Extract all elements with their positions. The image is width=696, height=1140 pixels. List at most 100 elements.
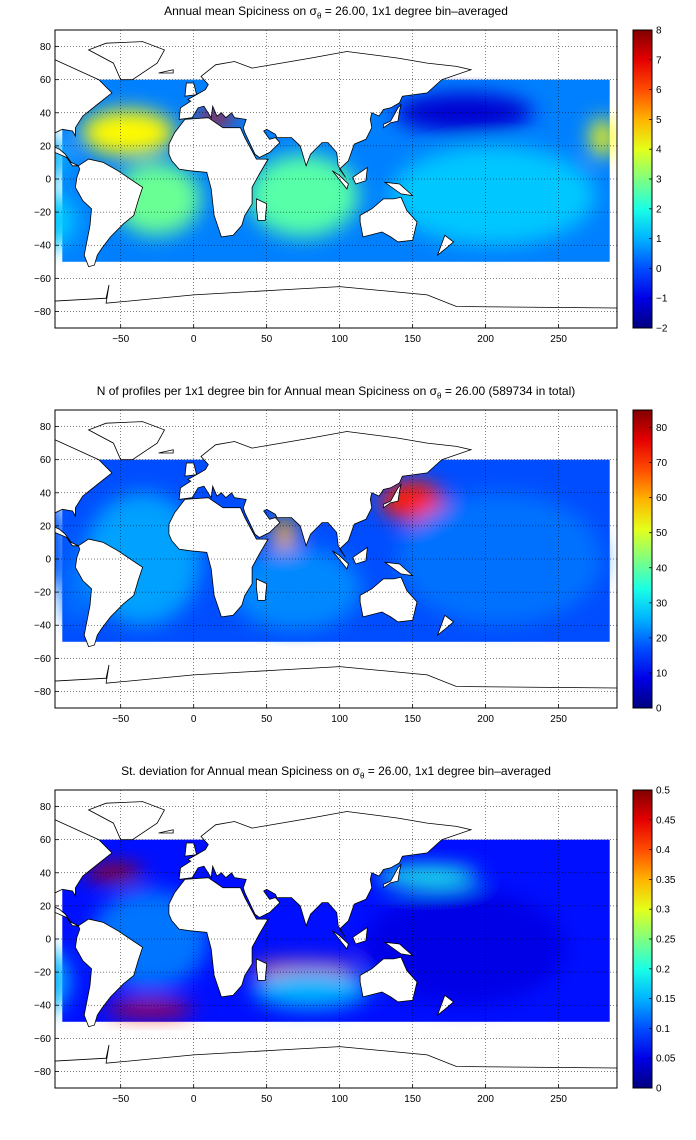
coastlines [55,41,617,328]
colorbar-tick-label: 0.35 [656,875,676,886]
colorbar-tick-label: 0 [656,704,662,715]
y-tick-label: −80 [34,687,51,698]
colorbar-tick-label: 50 [656,528,668,539]
x-tick-label: 200 [477,1094,494,1105]
land-mass [178,431,473,558]
y-tick-label: −40 [34,241,51,252]
land-mass [55,819,113,927]
land-mass [184,82,198,97]
y-tick-label: −80 [34,307,51,318]
y-tick-label: 80 [40,802,52,813]
x-tick-label: 250 [550,334,567,345]
x-tick-label: 100 [331,334,348,345]
y-tick-label: −20 [34,208,51,219]
colorbar-tick-label: 0.4 [656,845,670,856]
land-mass [359,956,418,1003]
colorbar-tick-label: 0.45 [656,815,676,826]
value-region [55,193,77,248]
land-mass [383,561,414,577]
value-region [590,117,615,158]
panel-title: St. deviation for Annual mean Spiciness … [121,764,551,781]
y-tick-label: 20 [40,521,52,532]
colorbar-tick-label: 60 [656,493,668,504]
land-mass [255,578,268,601]
land-mass [383,863,402,889]
x-tick-label: 0 [191,1094,197,1105]
colorbar-tick-label: 0.5 [656,786,670,797]
land-mass [255,958,268,981]
land-mass [55,59,113,167]
y-tick-label: −80 [34,1067,51,1078]
std-deviation-heatmap: −50 0 50 100 150 200 250806040200−20−40−60−800… [34,786,676,1106]
x-tick-label: 200 [477,714,494,725]
colorbar-tick-label: 0 [656,264,662,275]
colorbar-tick-label: 6 [656,85,662,96]
colorbar-tick-label: 1 [656,234,662,245]
colorbar-tick-label: 0.3 [656,905,670,916]
profile-count-panel: N of profiles per 1x1 degree bin for Ann… [0,380,696,760]
colorbar-tick-label: 80 [656,423,668,434]
value-region [113,162,201,236]
land-mass [352,166,368,185]
colorbar-tick-label: 0.15 [656,994,676,1005]
land-mass [184,462,198,477]
x-tick-label: 150 [404,714,421,725]
spiciness-heatmap: −50 0 50 100 150 200 250806040200−20−40−60−808… [34,26,668,346]
y-tick-label: 60 [40,835,52,846]
land-mass [158,449,174,454]
value-region [106,1001,194,1016]
colorbar-tick-label: −1 [656,294,668,305]
x-tick-label: 150 [404,334,421,345]
value-region [376,866,479,887]
x-tick-label: −50 [112,334,129,345]
land-mass [383,941,414,957]
land-mass [383,483,402,509]
y-tick-label: −40 [34,1001,51,1012]
y-tick-label: −20 [34,588,51,599]
land-mass [55,1044,617,1088]
colorbar-tick-label: 4 [656,145,662,156]
x-tick-label: 50 [261,1094,273,1105]
land-mass [383,103,402,129]
colorbar-tick-label: −2 [656,324,668,335]
y-tick-label: −40 [34,621,51,632]
y-tick-label: −60 [34,654,51,665]
x-tick-label: 50 [261,334,273,345]
y-tick-label: 20 [40,141,52,152]
colorbar-tick-label: 3 [656,175,662,186]
grid [55,790,617,1088]
colorbar-tick-label: 0.1 [656,1024,670,1035]
land-mass [332,550,349,570]
colorbar-tick-label: 0.05 [656,1054,676,1065]
land-mass [359,196,418,243]
land-mass [55,439,113,547]
y-tick-label: 40 [40,488,52,499]
land-mass [178,811,473,938]
value-region [247,154,359,237]
land-mass [332,170,349,190]
colorbar [632,409,653,709]
y-tick-label: 40 [40,868,52,879]
profile-count-heatmap: −50 0 50 100 150 200 250806040200−20−40−60−808… [34,409,668,725]
x-tick-label: 100 [331,714,348,725]
value-region [55,502,70,583]
y-tick-label: 0 [45,555,51,566]
colorbar-tick-label: 40 [656,563,668,574]
value-region [230,547,362,631]
value-region [55,951,70,1010]
grid [55,410,617,708]
value-region [252,968,369,1009]
y-tick-label: 0 [45,175,51,186]
land-mass [352,546,368,565]
land-mass [352,926,368,945]
x-tick-label: 0 [191,334,197,345]
x-tick-label: 100 [331,1094,348,1105]
colorbar-tick-label: 70 [656,458,668,469]
land-mass [87,801,166,841]
y-tick-label: 80 [40,422,52,433]
y-tick-label: −60 [34,274,51,285]
colorbar-tick-label: 30 [656,598,668,609]
x-tick-label: 200 [477,334,494,345]
x-tick-label: 250 [550,714,567,725]
y-tick-label: −60 [34,1034,51,1045]
